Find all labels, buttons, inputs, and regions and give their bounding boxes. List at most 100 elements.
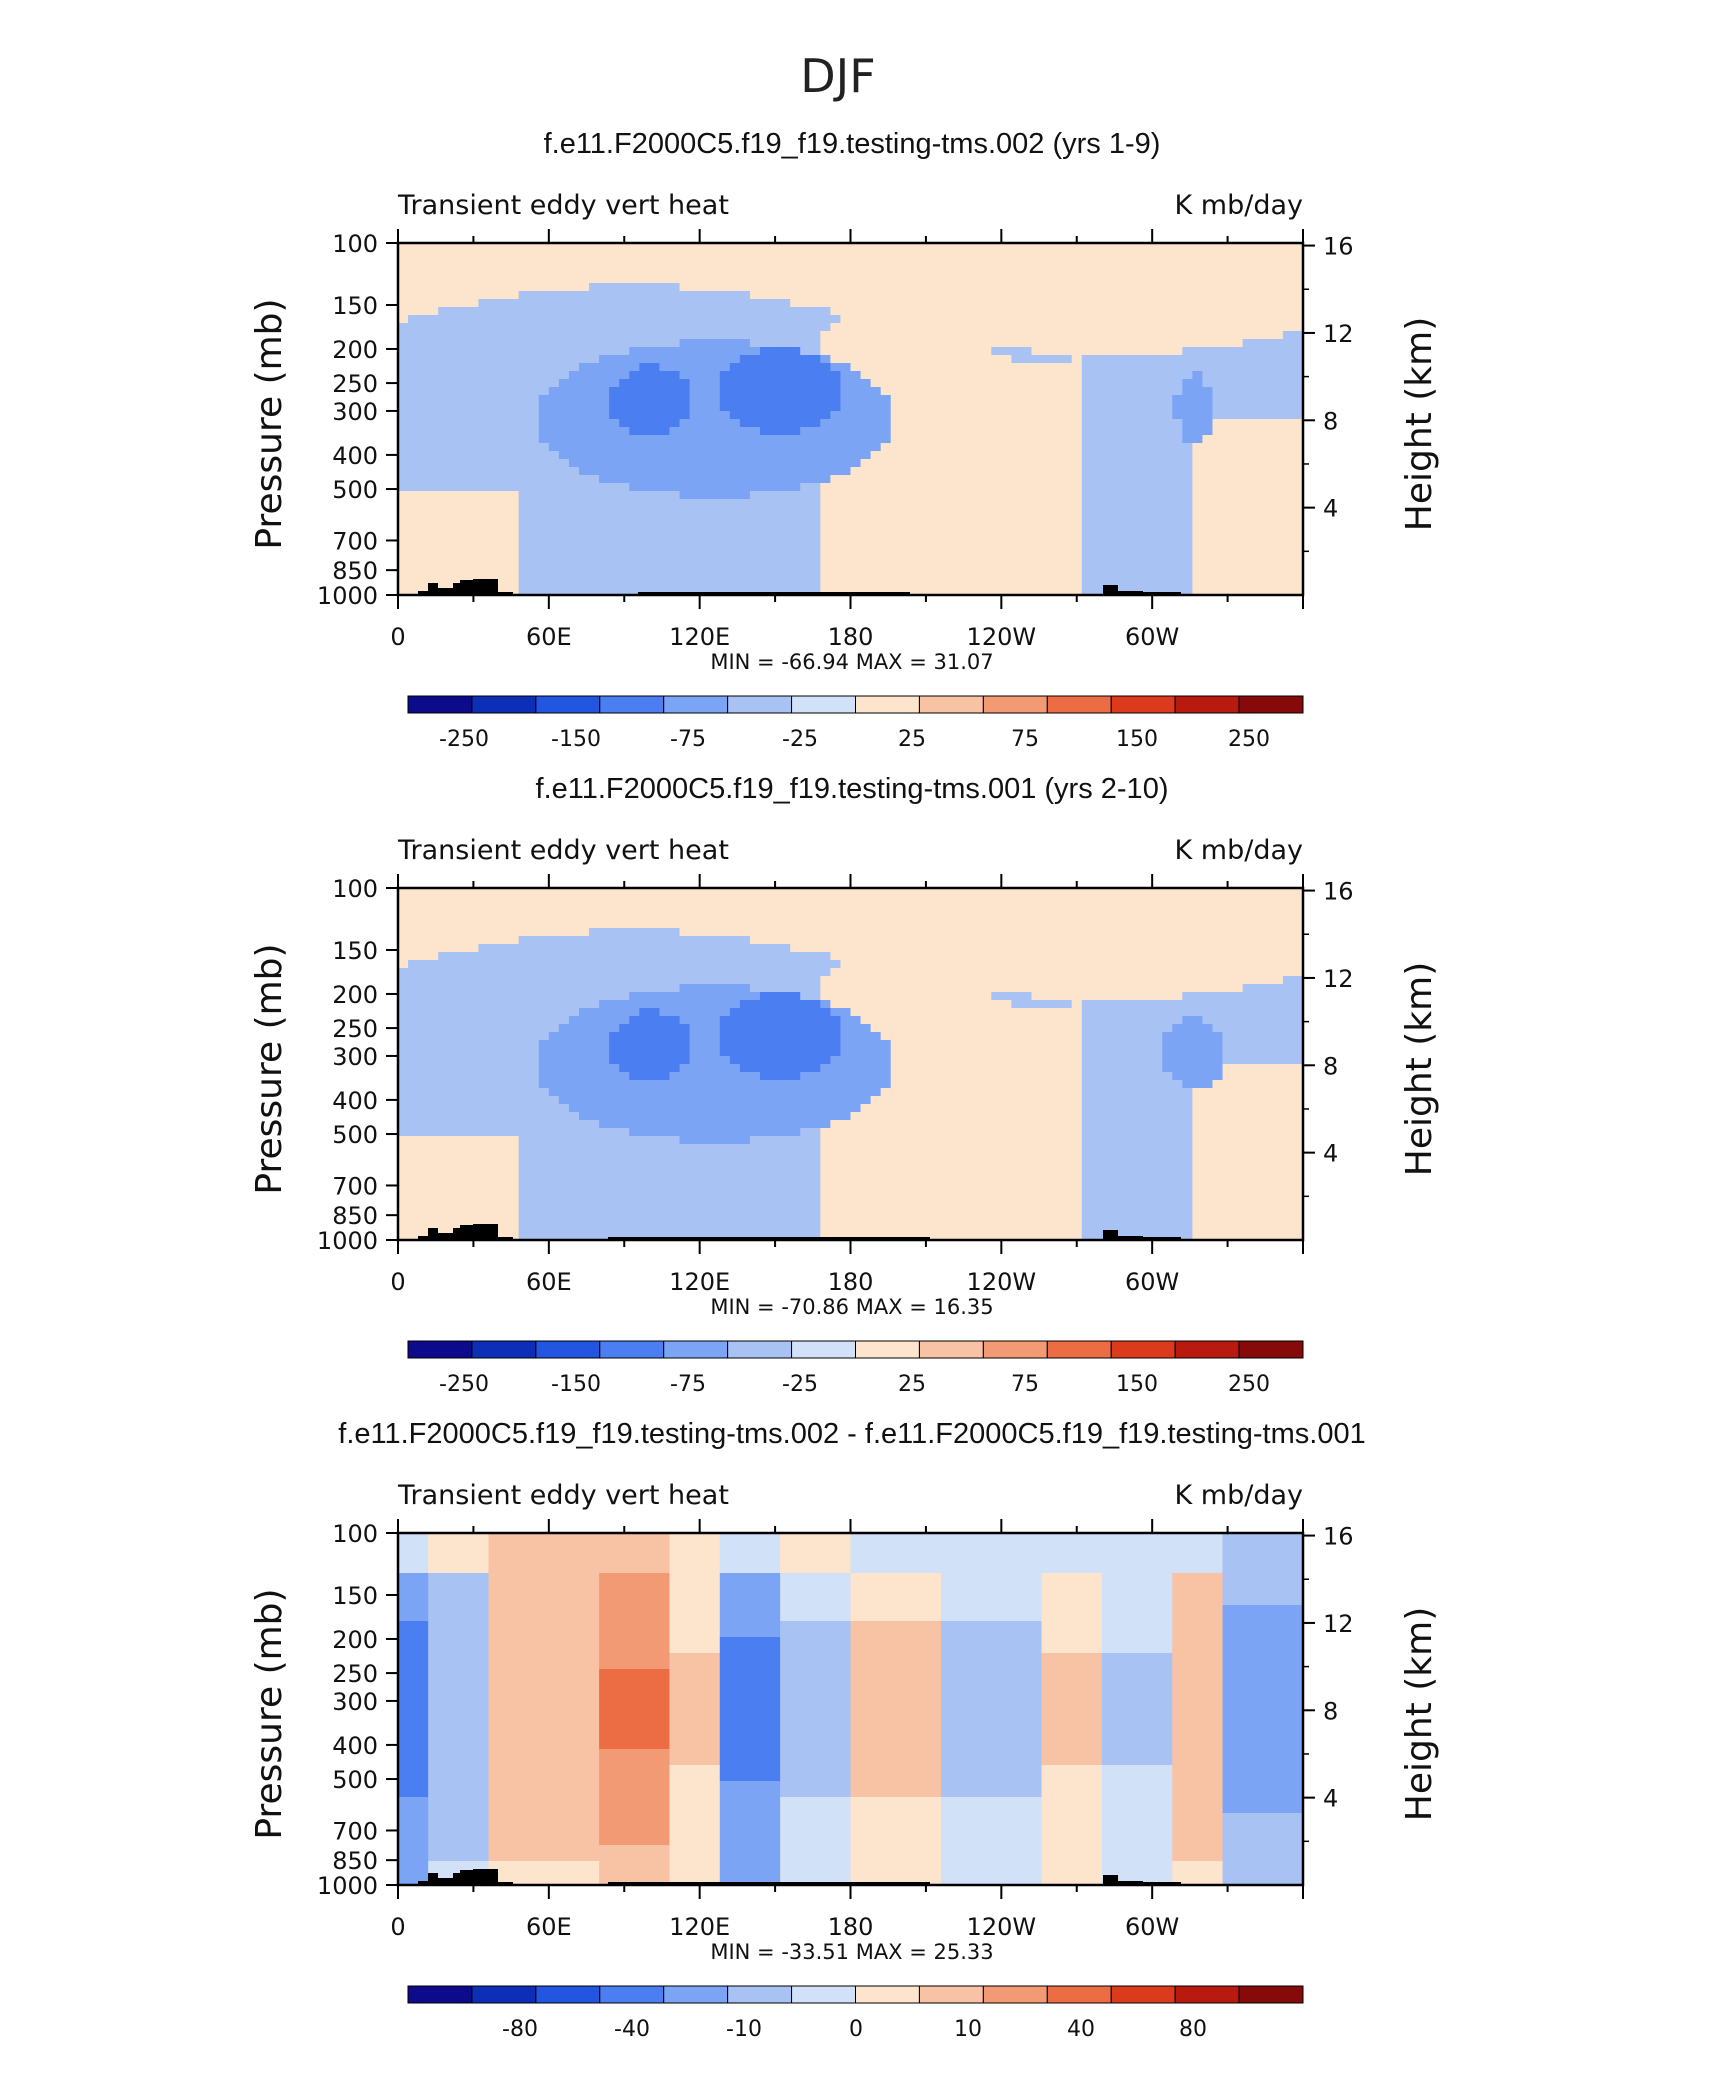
colorbar-swatch: [1175, 696, 1239, 713]
x-tick-label: 120W: [967, 623, 1037, 651]
colorbar-swatch: [1047, 1986, 1111, 2003]
colorbar-label: -150: [551, 1372, 601, 1397]
x-tick-label: 0: [390, 1268, 405, 1296]
y-tick-label: 1000: [317, 582, 378, 610]
left-subtitle: Transient eddy vert heat: [397, 835, 729, 866]
x-tick-label: 120E: [669, 1913, 730, 1941]
colorbar-swatch: [856, 1986, 920, 2003]
colorbar-swatch: [1239, 1341, 1303, 1358]
colorbar-swatch: [792, 1986, 856, 2003]
x-tick-label: 0: [390, 623, 405, 651]
colorbar-label: 40: [1067, 2017, 1095, 2042]
colorbar-swatch: [536, 1986, 600, 2003]
y-tick-label: 500: [332, 1121, 378, 1149]
y-tick-label: 850: [332, 557, 378, 585]
colorbar-swatch: [919, 696, 983, 713]
min-max-stats: MIN = -70.86 MAX = 16.35: [710, 1295, 993, 1319]
colorbar-label: 25: [898, 727, 926, 752]
y-tick-label: 100: [332, 1520, 378, 1548]
figure: DJF f.e11.F2000C5.f19_f19.testing-tms.00…: [0, 0, 1710, 2074]
colorbar-swatch: [664, 1986, 728, 2003]
colorbar-swatch: [408, 1341, 472, 1358]
x-tick-label: 60E: [526, 1268, 572, 1296]
y-tick-label: 500: [332, 1766, 378, 1794]
colorbar-swatch: [472, 1341, 536, 1358]
min-max-stats: MIN = -66.94 MAX = 31.07: [710, 650, 993, 674]
x-tick-label: 120E: [669, 623, 730, 651]
colorbar-label: -150: [551, 727, 601, 752]
colorbar-swatch: [856, 696, 920, 713]
colorbar-label: -250: [439, 727, 489, 752]
min-max-stats: MIN = -33.51 MAX = 25.33: [710, 1940, 993, 1964]
x-tick-label: 60E: [526, 1913, 572, 1941]
x-tick-label: 60W: [1125, 1913, 1179, 1941]
colorbar-swatch: [1111, 1986, 1175, 2003]
x-tick-label: 120W: [967, 1913, 1037, 1941]
x-tick-label: 180: [828, 1268, 874, 1296]
colorbar-label: 80: [1179, 2017, 1207, 2042]
colorbar-swatch: [792, 1341, 856, 1358]
colorbar-label: -25: [782, 727, 818, 752]
right-subtitle: K mb/day: [1175, 835, 1304, 866]
x-tick-label: 0: [390, 1913, 405, 1941]
y-tick-label: 700: [332, 1817, 378, 1845]
x-tick-label: 120W: [967, 1268, 1037, 1296]
x-tick-label: 120E: [669, 1268, 730, 1296]
y-right-tick-label: 16: [1323, 1523, 1354, 1551]
y-axis-label: Pressure (mb): [249, 943, 290, 1194]
colorbar-swatch: [472, 1986, 536, 2003]
colorbar-swatch: [1111, 696, 1175, 713]
colorbar-swatch: [1175, 1341, 1239, 1358]
panel-title: f.e11.F2000C5.f19_f19.testing-tms.001 (y…: [536, 773, 1169, 805]
colorbar-label: 75: [1011, 1372, 1039, 1397]
colorbar-swatch: [919, 1986, 983, 2003]
y-axis-label: Pressure (mb): [249, 1588, 290, 1839]
colorbar-label: 150: [1116, 1372, 1158, 1397]
colorbar-swatch: [600, 1986, 664, 2003]
y-tick-label: 700: [332, 527, 378, 555]
colorbar-swatch: [983, 1341, 1047, 1358]
colorbar-swatch: [536, 696, 600, 713]
y-tick-label: 850: [332, 1202, 378, 1230]
x-tick-label: 180: [828, 623, 874, 651]
y-right-tick-label: 4: [1323, 495, 1338, 523]
panel-title: f.e11.F2000C5.f19_f19.testing-tms.002 (y…: [544, 128, 1161, 160]
y-tick-label: 1000: [317, 1227, 378, 1255]
x-tick-label: 60W: [1125, 1268, 1179, 1296]
colorbar-label: -250: [439, 1372, 489, 1397]
colorbar-label: -40: [614, 2017, 650, 2042]
colorbar-label: 250: [1228, 1372, 1270, 1397]
colorbar-label: 10: [954, 2017, 982, 2042]
colorbar-label: 75: [1011, 727, 1039, 752]
y-tick-label: 250: [332, 370, 378, 398]
contour-field: [398, 243, 1304, 596]
colorbar-swatch: [792, 696, 856, 713]
colorbar-label: 250: [1228, 727, 1270, 752]
colorbar-swatch: [728, 696, 792, 713]
y-tick-label: 150: [332, 937, 378, 965]
panel-title: f.e11.F2000C5.f19_f19.testing-tms.002 - …: [338, 1418, 1365, 1450]
y-right-axis-label: Height (km): [1399, 962, 1440, 1176]
colorbar-swatch: [1047, 696, 1111, 713]
y-right-tick-label: 4: [1323, 1785, 1338, 1813]
colorbar-label: 25: [898, 1372, 926, 1397]
y-right-tick-label: 8: [1323, 407, 1338, 435]
colorbar-label: -25: [782, 1372, 818, 1397]
contour-field: [398, 888, 1304, 1241]
x-tick-label: 180: [828, 1913, 874, 1941]
colorbar-swatch: [983, 1986, 1047, 2003]
colorbar-swatch: [728, 1986, 792, 2003]
colorbar-swatch: [1239, 696, 1303, 713]
y-right-tick-label: 12: [1323, 1610, 1354, 1638]
colorbar-swatch: [600, 696, 664, 713]
y-tick-label: 250: [332, 1660, 378, 1688]
colorbar-swatch: [983, 696, 1047, 713]
left-subtitle: Transient eddy vert heat: [397, 1480, 729, 1511]
page-title: DJF: [800, 49, 875, 103]
x-tick-label: 60E: [526, 623, 572, 651]
left-subtitle: Transient eddy vert heat: [397, 190, 729, 221]
y-right-tick-label: 8: [1323, 1052, 1338, 1080]
colorbar-swatch: [664, 1341, 728, 1358]
colorbar-label: 150: [1116, 727, 1158, 752]
y-right-tick-label: 16: [1323, 878, 1354, 906]
